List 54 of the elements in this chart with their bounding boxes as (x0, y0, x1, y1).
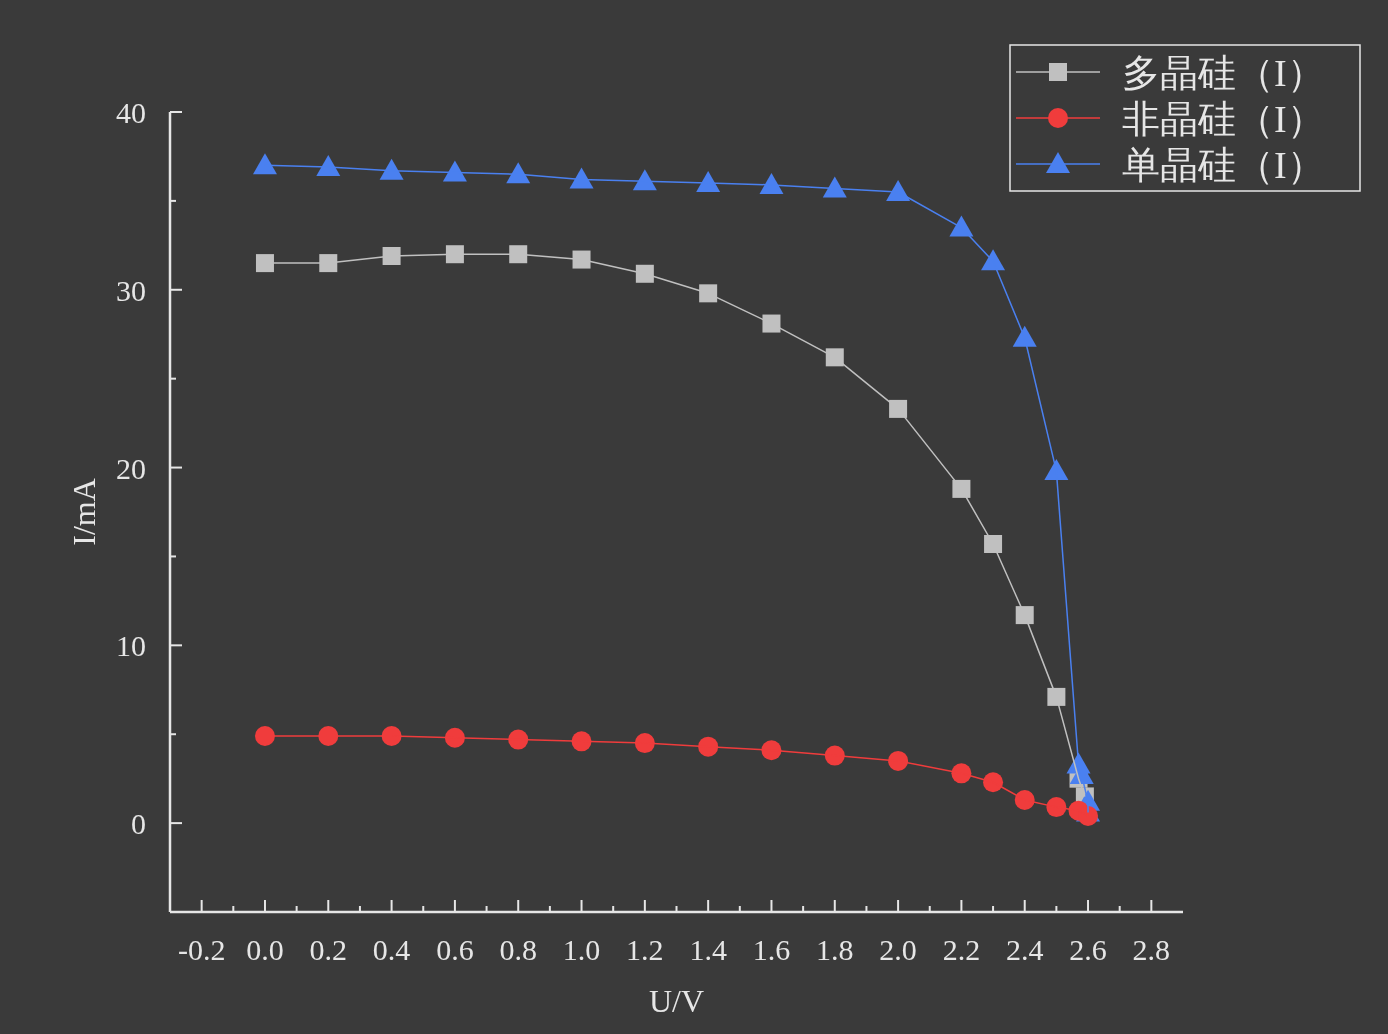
y-tick-label: 10 (116, 629, 146, 663)
x-tick-label: 1.0 (562, 933, 601, 966)
point (252, 153, 277, 175)
y-tick-label: 40 (116, 96, 146, 129)
x-tick-label: 2.8 (1132, 933, 1171, 966)
point (696, 171, 721, 193)
y-axis-title: I/mA (66, 478, 102, 546)
x-tick-label: 0.8 (499, 933, 537, 966)
point (572, 250, 591, 269)
point (949, 215, 974, 237)
point (1047, 687, 1066, 706)
point (762, 314, 781, 333)
point (699, 284, 718, 303)
legend-label: 单晶硅（I） (1122, 144, 1325, 186)
x-tick-label: 2.2 (942, 933, 981, 966)
point (983, 772, 1004, 793)
point (1015, 606, 1034, 625)
x-tick-label: 2.0 (879, 933, 917, 966)
point (506, 162, 531, 184)
x-tick-label: -0.2 (177, 933, 226, 966)
x-tick-label: 1.6 (752, 933, 791, 966)
point (379, 158, 404, 180)
x-tick-label: 0.2 (309, 933, 348, 966)
point (759, 172, 784, 194)
point (1012, 325, 1037, 347)
point (254, 726, 275, 746)
x-tick-label: 2.6 (1069, 933, 1107, 966)
point (442, 160, 467, 182)
point (319, 254, 338, 273)
legend-label: 多晶硅（I） (1122, 52, 1325, 94)
x-tick-label: 2.4 (1005, 933, 1044, 966)
point (509, 245, 528, 264)
y-tick-label: 0 (131, 807, 146, 841)
point (825, 348, 844, 367)
point (635, 264, 654, 283)
x-tick-label: 1.8 (816, 933, 854, 966)
point (445, 245, 464, 264)
point (255, 254, 274, 273)
point (508, 729, 529, 750)
point (632, 169, 657, 191)
point (316, 155, 341, 177)
legend-label: 非晶硅（I） (1122, 98, 1325, 140)
x-tick-label: 0.0 (246, 933, 284, 966)
x-tick-label: 1.4 (689, 933, 727, 966)
point (984, 535, 1003, 553)
y-tick-label: 20 (116, 451, 146, 485)
point (382, 247, 401, 265)
x-tick-label: 0.4 (372, 933, 411, 966)
point (952, 479, 971, 498)
x-tick-label: 1.2 (626, 933, 664, 966)
point (569, 167, 594, 189)
y-tick-label: 30 (116, 273, 146, 307)
x-tick-label: 0.6 (436, 933, 474, 966)
x-axis-title: U/V (648, 983, 705, 1019)
